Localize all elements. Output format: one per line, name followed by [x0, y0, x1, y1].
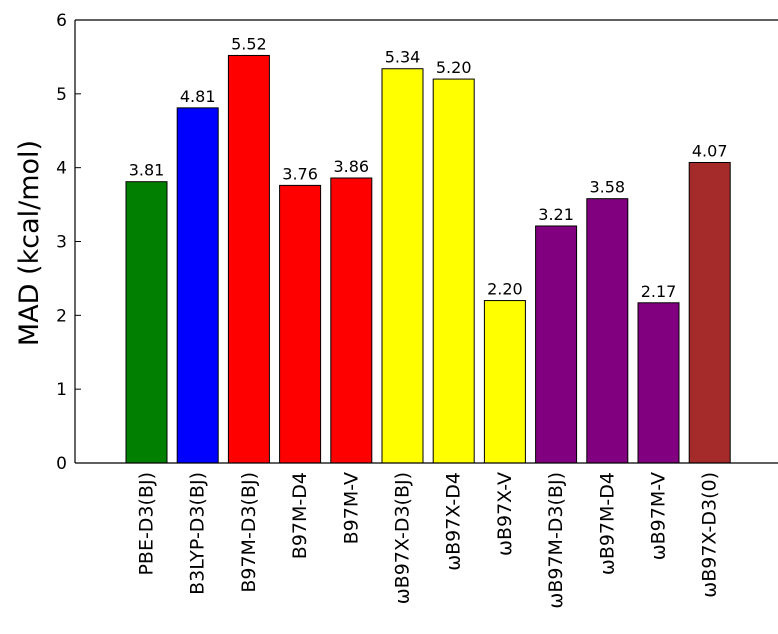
category-label: B3LYP-D3(BJ): [187, 472, 209, 595]
bar-value-label: 4.81: [180, 87, 216, 106]
bar-value-label: 2.17: [641, 282, 677, 301]
bar: [176, 107, 219, 464]
y-tick-label: 4: [56, 159, 67, 179]
bar: [688, 161, 731, 464]
bar-value-label: 3.21: [538, 205, 574, 224]
category-label: ωB97M-D3(BJ): [545, 472, 567, 609]
bar-value-label: 3.58: [589, 178, 625, 197]
y-axis-ticks: 0 1 2 3 4 5 6: [56, 11, 81, 474]
category-label: B97M-D4: [289, 472, 311, 559]
y-tick-label: 5: [56, 85, 67, 105]
bar: [227, 54, 270, 464]
category-label: ωB97X-V: [494, 472, 516, 556]
bar-value-label: 2.20: [487, 280, 523, 299]
bar-value-label: 4.07: [692, 141, 728, 160]
category-label: ωB97M-D4: [596, 472, 618, 575]
bar: [125, 181, 168, 464]
bar: [535, 225, 578, 464]
y-tick-label: 3: [56, 233, 67, 253]
bar-value-label: 3.81: [129, 161, 165, 180]
category-label: B97M-V: [340, 472, 362, 544]
bar: [586, 198, 629, 464]
bar-value-label: 5.52: [231, 34, 267, 53]
bar: [279, 184, 322, 464]
category-labels: PBE-D3(BJ) B3LYP-D3(BJ) B97M-D3(BJ) B97M-D4…: [136, 472, 721, 609]
y-tick-label: 0: [56, 454, 67, 474]
category-label: ωB97X-D3(0): [699, 472, 721, 598]
y-tick-label: 6: [56, 11, 67, 31]
category-label: PBE-D3(BJ): [136, 472, 158, 576]
bar-value-label: 5.34: [385, 48, 421, 67]
bar: [381, 68, 424, 464]
bar: [483, 300, 526, 464]
bar: [432, 78, 475, 464]
bar-value-label: 3.76: [282, 164, 318, 183]
category-label: ωB97M-V: [648, 472, 670, 560]
category-label: ωB97X-D4: [443, 472, 465, 571]
bars: [125, 54, 731, 464]
bar: [637, 302, 680, 464]
category-label: B97M-D3(BJ): [238, 472, 260, 593]
bar: [330, 177, 373, 464]
bar-value-label: 3.86: [333, 157, 369, 176]
data-labels: 3.81 4.81 5.52 3.76 3.86 5.34 5.20 2.20 3.21 3.58…: [129, 34, 728, 300]
category-label: ωB97X-D3(BJ): [392, 472, 414, 604]
bar-value-label: 5.20: [436, 58, 472, 77]
y-tick-label: 1: [56, 380, 67, 400]
y-tick-label: 2: [56, 306, 67, 326]
y-axis-title: MAD (kcal/mol): [14, 140, 45, 346]
axes: [74, 19, 778, 464]
